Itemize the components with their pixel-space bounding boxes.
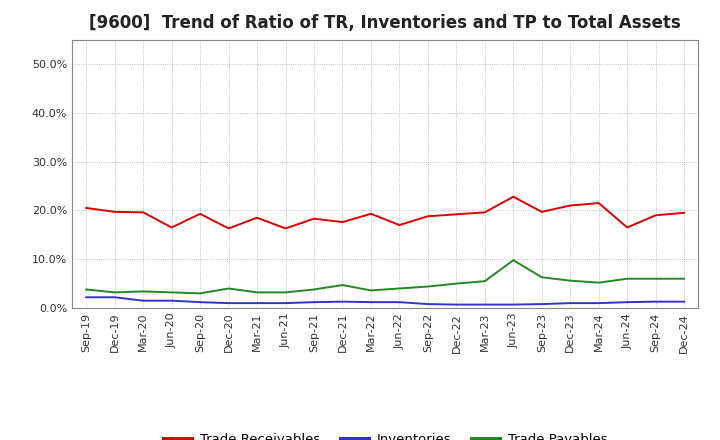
Trade Receivables (338, 220, 347, 225)
Inventories (509, 302, 518, 307)
Trade Receivables (623, 225, 631, 230)
Legend: Trade Receivables, Inventories, Trade Payables: Trade Receivables, Inventories, Trade Pa… (158, 427, 613, 440)
Trade Receivables (82, 205, 91, 211)
Inventories (480, 302, 489, 307)
Line: Inventories: Inventories (86, 297, 684, 304)
Trade Receivables (366, 211, 375, 216)
Trade Receivables (509, 194, 518, 199)
Inventories (225, 301, 233, 306)
Trade Payables (196, 291, 204, 296)
Trade Receivables (225, 226, 233, 231)
Trade Payables (537, 275, 546, 280)
Trade Payables (509, 257, 518, 263)
Trade Receivables (423, 213, 432, 219)
Trade Receivables (566, 203, 575, 208)
Trade Payables (395, 286, 404, 291)
Trade Payables (139, 289, 148, 294)
Line: Trade Receivables: Trade Receivables (86, 197, 684, 228)
Inventories (366, 300, 375, 305)
Trade Receivables (110, 209, 119, 215)
Trade Receivables (452, 212, 461, 217)
Inventories (167, 298, 176, 303)
Inventories (196, 300, 204, 305)
Trade Payables (566, 278, 575, 283)
Inventories (139, 298, 148, 303)
Trade Receivables (537, 209, 546, 215)
Inventories (310, 300, 318, 305)
Inventories (537, 301, 546, 307)
Trade Payables (225, 286, 233, 291)
Trade Receivables (196, 211, 204, 216)
Inventories (680, 299, 688, 304)
Trade Receivables (310, 216, 318, 221)
Trade Receivables (167, 225, 176, 230)
Trade Payables (82, 287, 91, 292)
Trade Payables (338, 282, 347, 288)
Inventories (282, 301, 290, 306)
Inventories (652, 299, 660, 304)
Trade Receivables (282, 226, 290, 231)
Trade Payables (680, 276, 688, 281)
Trade Payables (310, 287, 318, 292)
Trade Receivables (253, 215, 261, 220)
Trade Receivables (652, 213, 660, 218)
Trade Payables (595, 280, 603, 285)
Trade Receivables (395, 222, 404, 227)
Inventories (595, 301, 603, 306)
Trade Payables (452, 281, 461, 286)
Inventories (110, 295, 119, 300)
Trade Receivables (595, 201, 603, 206)
Trade Payables (366, 288, 375, 293)
Trade Payables (480, 279, 489, 284)
Title: [9600]  Trend of Ratio of TR, Inventories and TP to Total Assets: [9600] Trend of Ratio of TR, Inventories… (89, 15, 681, 33)
Inventories (452, 302, 461, 307)
Trade Payables (423, 284, 432, 289)
Trade Payables (110, 290, 119, 295)
Inventories (423, 301, 432, 307)
Trade Payables (282, 290, 290, 295)
Trade Payables (652, 276, 660, 281)
Inventories (338, 299, 347, 304)
Line: Trade Payables: Trade Payables (86, 260, 684, 293)
Trade Receivables (480, 210, 489, 215)
Trade Receivables (680, 210, 688, 216)
Inventories (623, 300, 631, 305)
Inventories (253, 301, 261, 306)
Inventories (395, 300, 404, 305)
Trade Payables (253, 290, 261, 295)
Trade Payables (623, 276, 631, 281)
Inventories (82, 295, 91, 300)
Trade Payables (167, 290, 176, 295)
Trade Receivables (139, 210, 148, 215)
Inventories (566, 301, 575, 306)
